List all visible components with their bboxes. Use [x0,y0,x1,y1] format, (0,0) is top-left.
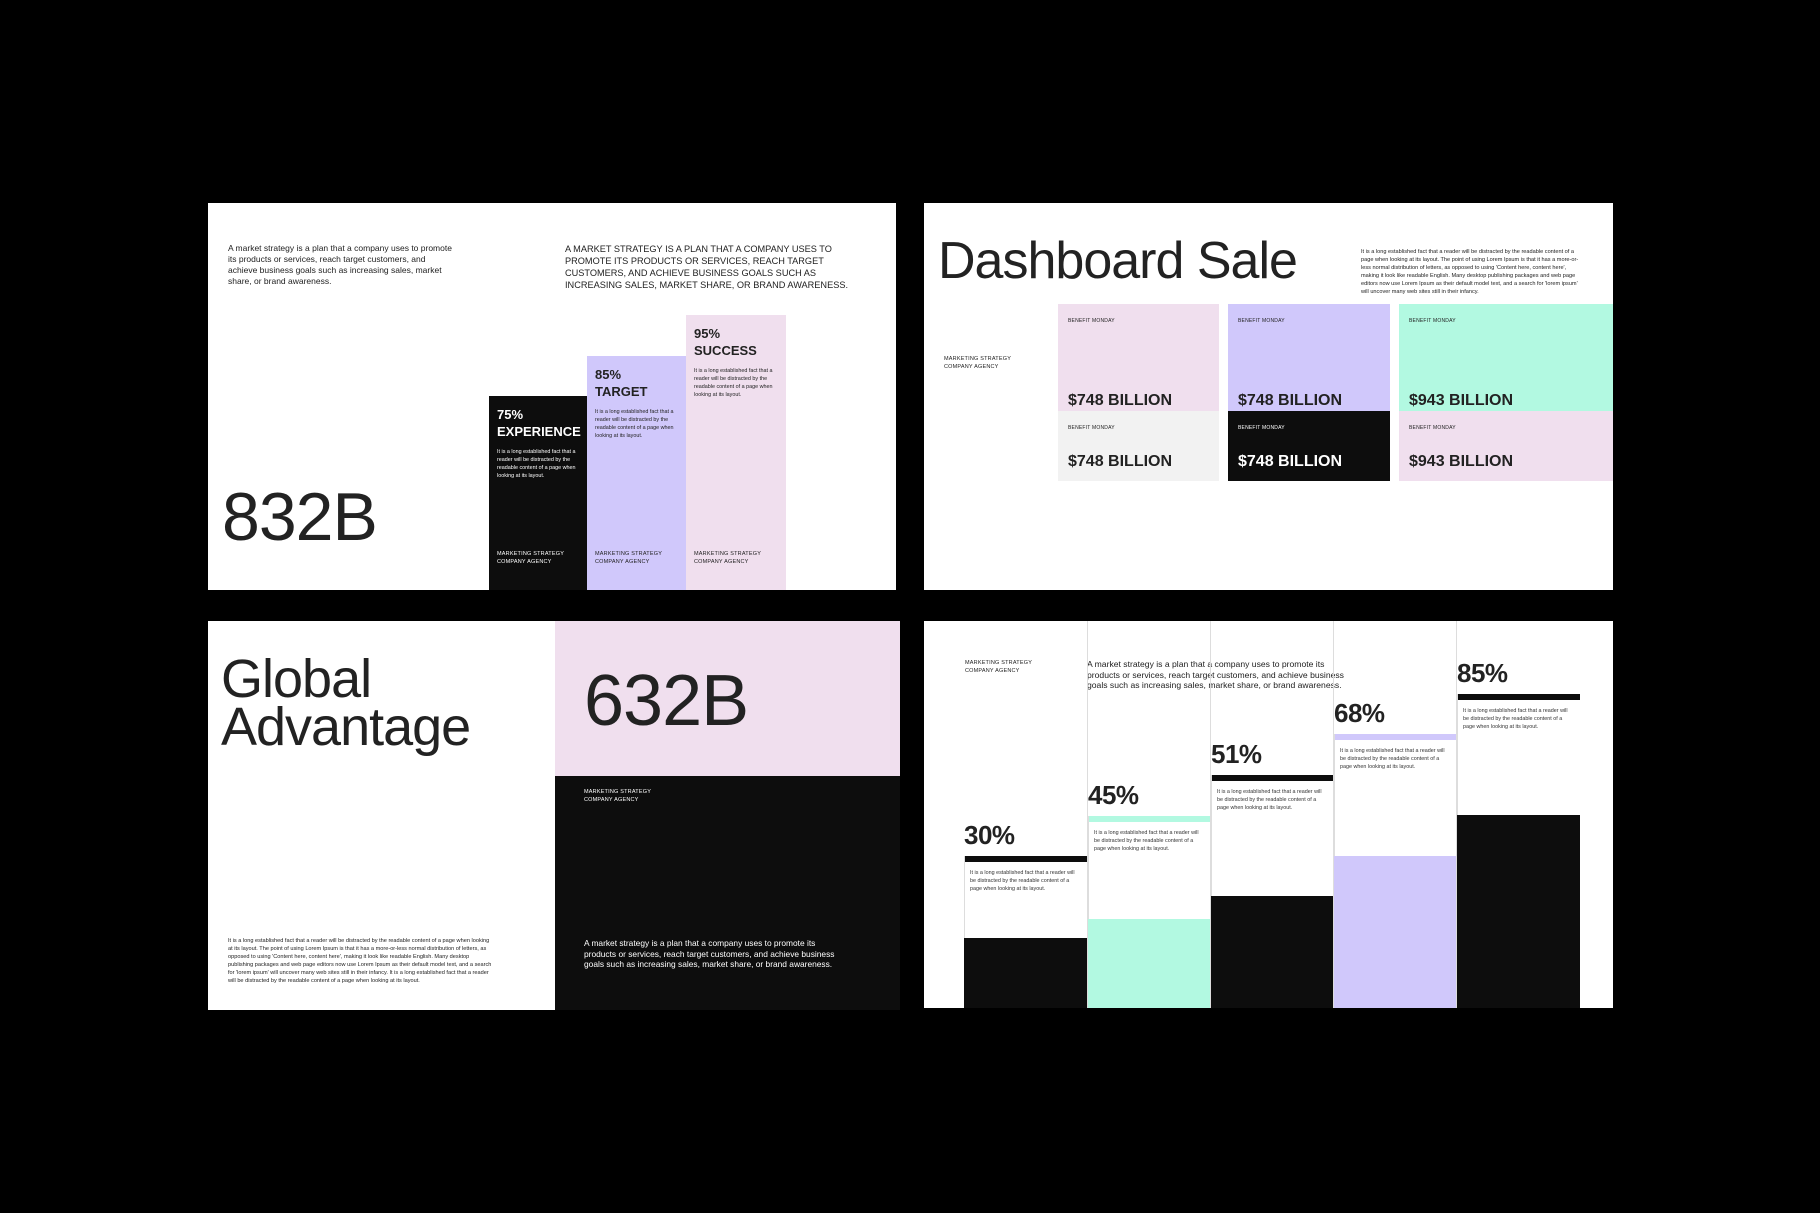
percent-column: 85% It is a long established fact that a … [1456,621,1580,1008]
percent-column: 45% It is a long established fact that a … [1087,621,1211,1008]
column-percent: 51% [1211,739,1262,769]
column-description: It is a long established fact that a rea… [1340,748,1445,770]
intro-caps-text: A MARKET STRATEGY IS A PLAN THAT A COMPA… [565,244,849,290]
title-line-1: Global [221,649,372,709]
benefit-card: BENEFIT MONDAY $748 BILLION [1228,304,1390,420]
column-fill [964,938,1087,1008]
slide-title: Global Advantage [221,649,471,757]
slide-dashboard-sale: Dashboard Sale It is a long established … [924,203,1613,590]
bar-percent: 75% EXPERIENCE [497,407,581,439]
card-value: $748 BILLION [1068,392,1173,409]
intro-text: A market strategy is a plan that a compa… [1087,659,1344,690]
column-cap [964,856,1087,862]
percent-column: 30% It is a long established fact that a … [964,621,1087,1008]
slide-global-advantage: Global Advantage It is a long establishe… [208,621,900,1010]
column-percent: 85% [1457,658,1508,688]
card-label: BENEFIT MONDAY [1409,425,1456,431]
column-cap [1211,775,1334,781]
stat-bar-target: 85% TARGET It is a long established fact t… [587,355,687,590]
column-fill [1211,896,1334,1008]
card-value: $748 BILLION [1238,392,1343,409]
benefit-card: BENEFIT MONDAY $748 BILLION [1058,304,1219,420]
black-panel: MARKETING STRATEGY COMPANY AGENCY A mark… [555,776,900,1010]
benefit-card: BENEFIT MONDAY $748 BILLION [1228,411,1390,481]
card-value: $748 BILLION [1238,453,1343,470]
column-description: It is a long established fact that a rea… [1217,789,1322,811]
quote-text: A market strategy is a plan that a compa… [584,938,835,969]
body-text: It is a long established fact that a rea… [228,938,492,984]
bar-agency-label: MARKETING STRATEGY COMPANY AGENCY [595,551,662,565]
card-label: BENEFIT MONDAY [1238,425,1285,431]
bar-percent: 95% SUCCESS [694,326,757,358]
percent-column: 68% It is a long established fact that a … [1333,621,1457,1008]
column-cap [1088,816,1211,822]
stat-bar-experience: 75% EXPERIENCE It is a long established fa… [489,396,589,590]
slide-market-strategy-832b: A market strategy is a plan that a compa… [208,203,896,590]
bar-agency-label: MARKETING STRATEGY COMPANY AGENCY [694,551,761,565]
benefit-card: BENEFIT MONDAY $943 BILLION [1399,304,1613,420]
column-outline [1088,816,1211,1008]
card-value: $943 BILLION [1409,392,1514,409]
column-description: It is a long established fact that a rea… [970,870,1075,892]
big-number: 832B [222,479,378,555]
column-percent: 68% [1334,698,1385,728]
column-description: It is a long established fact that a rea… [1463,708,1568,730]
bar-description: It is a long established fact that a rea… [694,368,773,398]
title-line-2: Advantage [221,697,471,757]
card-label: BENEFIT MONDAY [1238,318,1285,324]
card-label: BENEFIT MONDAY [1068,425,1115,431]
card-label: BENEFIT MONDAY [1068,318,1115,324]
column-fill [1088,919,1211,1008]
bar-percent: 85% TARGET [595,366,648,399]
column-outline [1211,775,1334,1008]
big-number: 632B [584,661,749,741]
agency-label: MARKETING STRATEGY COMPANY AGENCY [965,660,1032,674]
slide-percentage-steps: MARKETING STRATEGY COMPANY AGENCY A mark… [924,621,1613,1008]
bar-description: It is a long established fact that a rea… [497,449,576,479]
column-percent: 30% [964,820,1015,850]
card-label: BENEFIT MONDAY [1409,318,1456,324]
column-cap [1334,734,1457,740]
slide-title: Dashboard Sale [938,232,1298,290]
stat-bar-success: 95% SUCCESS It is a long established fact … [686,315,786,590]
bar-agency-label: MARKETING STRATEGY COMPANY AGENCY [497,551,564,565]
description-text: It is a long established fact that a rea… [1361,249,1579,295]
percent-column: 51% It is a long established fact that a … [1210,621,1334,1008]
benefit-card: BENEFIT MONDAY $748 BILLION [1058,411,1219,481]
card-value: $748 BILLION [1068,453,1173,470]
benefit-card: BENEFIT MONDAY $943 BILLION [1399,411,1613,481]
agency-label: MARKETING STRATEGY COMPANY AGENCY [944,356,1011,370]
pink-panel: 632B [555,621,900,776]
card-value: $943 BILLION [1409,453,1514,470]
agency-label: MARKETING STRATEGY COMPANY AGENCY [584,789,651,803]
column-percent: 45% [1088,780,1139,810]
column-cap [1457,694,1580,700]
column-fill [1334,856,1457,1008]
intro-text: A market strategy is a plan that a compa… [228,243,452,286]
column-fill [1457,815,1580,1008]
column-outline [964,856,1087,1008]
column-description: It is a long established fact that a rea… [1094,830,1199,852]
bar-description: It is a long established fact that a rea… [595,408,674,439]
